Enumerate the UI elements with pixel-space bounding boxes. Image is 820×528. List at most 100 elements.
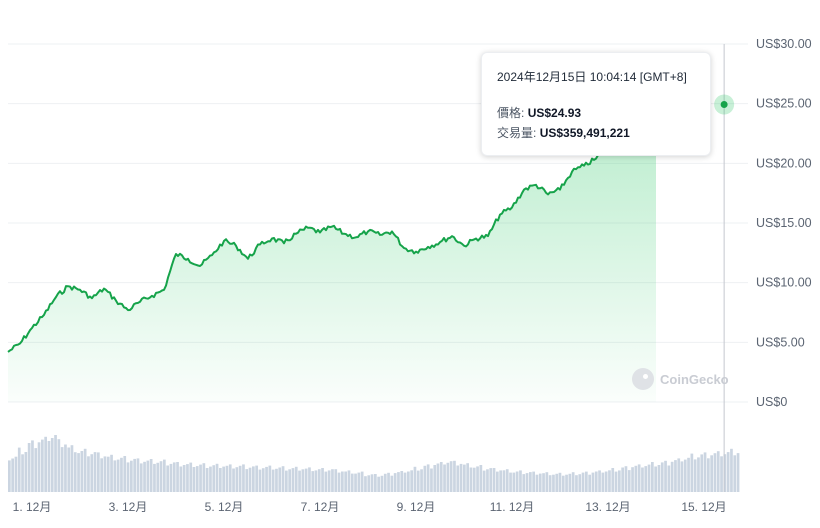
volume-bar: [720, 456, 723, 492]
volume-bar: [413, 466, 417, 492]
volume-bar: [308, 467, 311, 492]
volume-bar: [430, 468, 433, 492]
volume-bar: [522, 474, 526, 492]
volume-bar: [486, 469, 489, 492]
volume-bar: [631, 467, 634, 492]
volume-bar: [683, 459, 687, 492]
volume-bar: [311, 471, 315, 492]
volume-bar: [568, 473, 572, 492]
volume-bar: [433, 465, 437, 492]
volume-bar: [594, 471, 598, 492]
volume-bar: [634, 465, 638, 492]
volume-bar: [664, 460, 667, 492]
volume-bar: [199, 464, 202, 492]
volume-bar: [476, 466, 479, 492]
volume-bar: [463, 464, 466, 492]
volume-bar: [337, 472, 341, 492]
volume-bar: [228, 464, 232, 492]
volume-bar: [350, 473, 354, 492]
volume-bar: [156, 462, 160, 492]
volume-bar: [525, 473, 529, 492]
volume-bar: [298, 470, 301, 492]
volume-bar: [667, 465, 671, 492]
volume-bar: [502, 470, 506, 492]
volume-bar: [529, 472, 532, 492]
volume-bar: [555, 473, 559, 492]
volume-bar: [149, 459, 153, 492]
volume-bar: [670, 461, 674, 492]
tooltip-price-value: US$24.93: [527, 106, 582, 120]
volume-bar: [644, 466, 648, 492]
volume-bar: [690, 453, 694, 492]
volume-bar: [73, 452, 77, 492]
volume-bar: [11, 458, 14, 492]
price-line: [7, 106, 657, 353]
volume-bar: [67, 447, 71, 492]
volume-bar: [169, 463, 173, 492]
volume-bar: [209, 466, 212, 492]
x-tick-label: 13. 12月: [585, 500, 630, 514]
volume-bar: [120, 457, 123, 492]
volume-bar: [347, 470, 351, 492]
volume-bar: [548, 475, 552, 492]
x-tick-label: 1. 12月: [13, 500, 52, 514]
volume-bar: [410, 470, 413, 492]
volume-bar: [509, 472, 512, 492]
volume-bar: [446, 462, 450, 492]
volume-bar: [545, 472, 549, 492]
volume-bar: [41, 439, 44, 492]
volume-bar: [565, 474, 568, 492]
volume-bar: [713, 453, 717, 492]
tooltip-price-row: 價格: US$24.93: [497, 103, 695, 123]
volume-bar: [469, 467, 473, 492]
volume-bar: [515, 471, 519, 492]
volume-bar: [377, 476, 380, 492]
volume-bar: [407, 471, 410, 492]
volume-bar: [14, 456, 18, 492]
volume-bar: [70, 445, 74, 492]
volume-bar: [116, 459, 120, 492]
volume-bar: [195, 466, 199, 492]
volume-bar: [390, 475, 394, 492]
volume-bar: [423, 465, 427, 492]
volume-bar: [93, 452, 97, 492]
volume-bar: [730, 448, 733, 492]
volume-bar: [34, 448, 38, 492]
volume-bar: [113, 460, 117, 492]
volume-bar: [723, 454, 727, 492]
volume-bar: [278, 467, 282, 492]
volume-bar: [21, 454, 24, 492]
volume-bar: [707, 458, 710, 492]
y-tick-label: US$5.00: [756, 335, 805, 349]
volume-bar: [324, 471, 328, 492]
volume-bar: [581, 472, 585, 492]
y-tick-label: US$10.00: [756, 276, 812, 290]
volume-bar: [27, 443, 31, 492]
volume-bar: [235, 467, 239, 492]
volume-bar: [357, 472, 361, 492]
volume-bar: [542, 473, 545, 492]
volume-bar: [660, 462, 664, 492]
volume-bar: [627, 470, 631, 492]
volume-bar: [726, 452, 730, 492]
volume-bar: [601, 472, 605, 492]
volume-bar: [472, 467, 476, 492]
volume-bar: [716, 451, 720, 492]
volume-bar: [700, 454, 704, 492]
volume-bar: [585, 471, 588, 492]
volume-bar: [367, 475, 371, 492]
volume-bar: [143, 461, 146, 492]
volume-bar: [387, 472, 390, 492]
volume-bar: [182, 465, 186, 492]
volume-bar: [261, 468, 265, 492]
volume-bar: [321, 468, 324, 492]
volume-bar: [383, 473, 387, 492]
volume-bar: [8, 460, 11, 492]
hover-marker-dot[interactable]: [720, 101, 728, 109]
volume-bar: [578, 474, 582, 492]
volume-bar: [535, 474, 539, 492]
volume-bar: [453, 460, 456, 492]
volume-bar: [697, 457, 700, 492]
volume-bar: [37, 442, 41, 492]
volume-bar: [344, 471, 347, 492]
